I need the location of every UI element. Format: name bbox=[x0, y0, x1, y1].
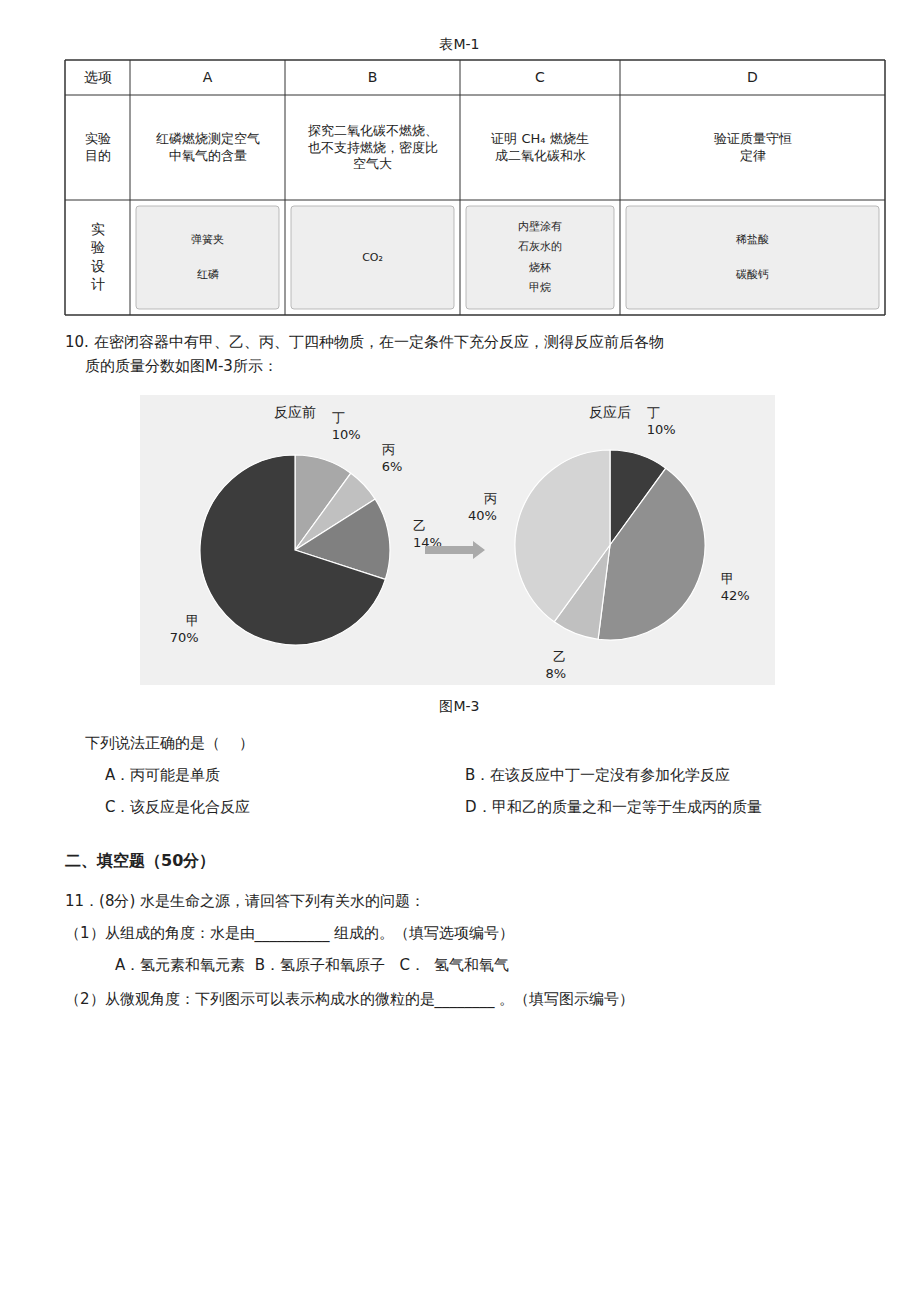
diagram-label: 石灰水的 bbox=[518, 240, 562, 253]
page: 表M-1 选项 A B C D 实验目的 红磷燃烧测定空气中氧气的含量 探究二氧化碳不燃烧、也不… bbox=[0, 0, 919, 1302]
option-text: D．甲和乙的质量之和一定等于生成丙的质量 bbox=[465, 798, 762, 816]
slice-category: 丙 bbox=[382, 442, 395, 457]
data-label: 40% bbox=[468, 508, 497, 523]
table-rule bbox=[620, 60, 621, 315]
diagram-placeholder bbox=[626, 206, 879, 309]
slice-category: 丁 bbox=[332, 410, 345, 425]
table-cell: 实验目的 bbox=[85, 131, 111, 163]
table-header: 选项 bbox=[84, 69, 112, 85]
pie-slice bbox=[515, 450, 610, 622]
question-text: （1）从组成的角度：水是由__________ 组成的。（填写选项编号） bbox=[65, 924, 514, 943]
table-header: C bbox=[535, 69, 545, 85]
table-header: B bbox=[368, 69, 378, 85]
diagram-placeholder bbox=[136, 206, 279, 309]
table: 表M-1 选项 A B C D 实验目的 红磷燃烧测定空气中氧气的含量 探究二氧化碳不燃烧、也不… bbox=[65, 36, 885, 315]
diagram-placeholder bbox=[291, 206, 454, 309]
table-rule bbox=[460, 60, 461, 315]
diagram-label: 内壁涂有 bbox=[518, 220, 562, 233]
data-label: 6% bbox=[382, 459, 403, 474]
slice-category: 乙 bbox=[553, 649, 566, 664]
diagram-label: CO₂ bbox=[362, 251, 383, 264]
question-text: A．氢元素和氧元素 B．氢原子和氧原子 C． 氢气和氧气 bbox=[85, 956, 509, 974]
diagram-label: 弹簧夹 bbox=[191, 233, 224, 246]
diagram-label: 烧杯 bbox=[529, 261, 551, 274]
slice-category: 丁 bbox=[647, 405, 660, 420]
table-title: 表M-1 bbox=[439, 36, 479, 52]
figure-caption: 图M-3 bbox=[439, 698, 479, 714]
question-text: （2）从微观角度：下列图示可以表示构成水的微粒的是________ 。（填写图示… bbox=[65, 990, 634, 1009]
diagram-label: 甲烷 bbox=[529, 281, 551, 294]
data-label: 8% bbox=[546, 666, 567, 681]
chart-title: 反应前 bbox=[274, 404, 316, 420]
table-row-label: 实验设计 bbox=[91, 221, 105, 292]
data-label: 70% bbox=[170, 630, 199, 645]
table-rule bbox=[130, 60, 131, 315]
pie-chart: 反应后 丁 10% 甲 42% 乙 8% 丙 40% bbox=[468, 404, 750, 681]
table-rule bbox=[65, 200, 885, 201]
table-header: D bbox=[747, 69, 758, 85]
diagram-placeholder bbox=[466, 206, 614, 309]
pie-chart: 反应前丁10%丙6%乙14%甲70% bbox=[170, 404, 442, 645]
section-title: 二、填空题（50分） bbox=[65, 851, 215, 870]
diagram-label: 稀盐酸 bbox=[736, 233, 769, 246]
diagram-label: 碳酸钙 bbox=[735, 268, 769, 281]
table-header: A bbox=[203, 69, 213, 85]
data-label: 10% bbox=[647, 422, 676, 437]
option-text: C．该反应是化合反应 bbox=[105, 798, 250, 816]
table-rule bbox=[884, 60, 886, 315]
question-text: 质的质量分数如图M-3所示： bbox=[85, 357, 278, 375]
question-text: 11．(8分) 水是生命之源，请回答下列有关水的问题： bbox=[65, 892, 425, 910]
table-rule bbox=[285, 60, 286, 315]
table-cell: 验证质量守恒定律 bbox=[714, 131, 792, 163]
pie-slice bbox=[598, 468, 705, 640]
table-rule bbox=[65, 314, 885, 316]
slice-category: 甲 bbox=[186, 613, 199, 628]
data-label: 10% bbox=[332, 427, 361, 442]
table-rule bbox=[65, 95, 885, 96]
figure-box bbox=[140, 395, 775, 685]
table-cell: 证明 CH₄ 燃烧生成二氧化碳和水 bbox=[491, 131, 588, 163]
table-rule bbox=[64, 60, 66, 315]
option-text: B．在该反应中丁一定没有参加化学反应 bbox=[465, 766, 730, 784]
question-text: 下列说法正确的是（ ） bbox=[85, 734, 254, 752]
background bbox=[0, 0, 919, 1302]
table-cell: 探究二氧化碳不燃烧、也不支持燃烧，密度比空气大 bbox=[308, 122, 438, 171]
slice-category: 甲 bbox=[721, 571, 734, 586]
arrow bbox=[425, 541, 485, 559]
data-label: 42% bbox=[721, 588, 750, 603]
chart-title: 反应后 bbox=[589, 404, 631, 420]
question-text: 10. 在密闭容器中有甲、乙、丙、丁四种物质，在一定条件下充分反应，测得反应前后… bbox=[65, 333, 664, 351]
slice-category: 丙 bbox=[484, 491, 497, 506]
diagram-label: 红磷 bbox=[197, 268, 219, 281]
slice-category: 乙 bbox=[413, 518, 426, 533]
table-cell: 红磷燃烧测定空气中氧气的含量 bbox=[156, 131, 260, 163]
option-text: A．丙可能是单质 bbox=[105, 766, 220, 784]
pie-slice bbox=[200, 455, 385, 645]
table-rule bbox=[65, 59, 885, 61]
